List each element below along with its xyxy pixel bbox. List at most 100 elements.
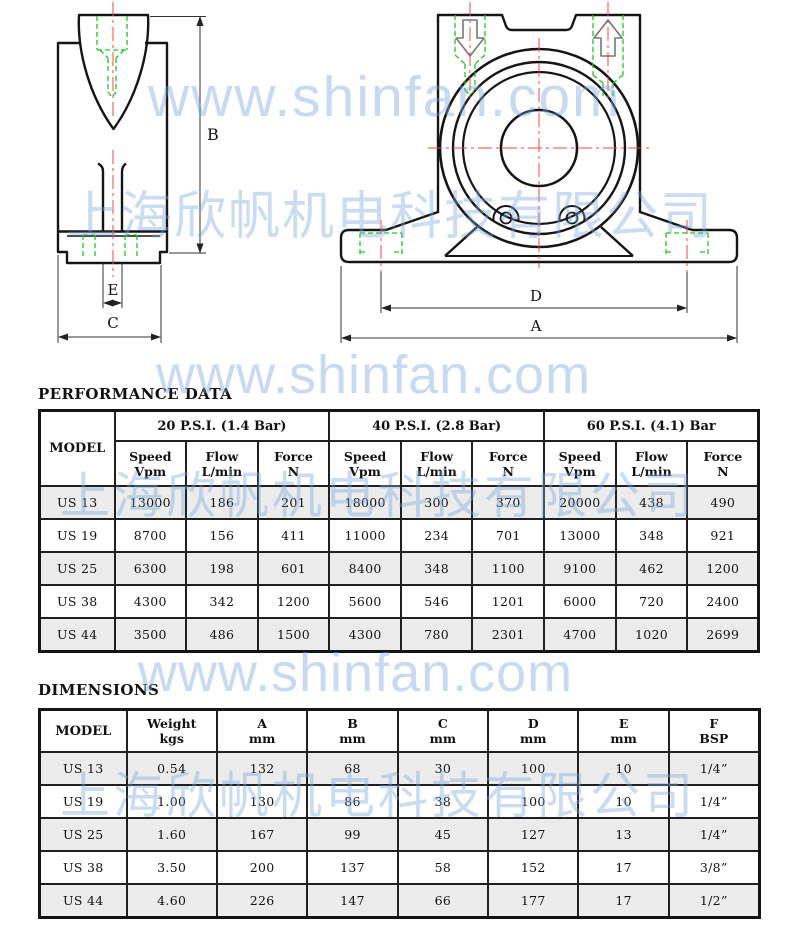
model-cell: US 38 — [38, 850, 128, 885]
value-cell: 1/4” — [667, 784, 761, 819]
value-cell: 438 — [614, 485, 689, 520]
value-cell: 1200 — [256, 584, 331, 619]
value-cell: 17 — [577, 850, 670, 885]
value-cell: 132 — [215, 751, 309, 786]
perf-subheader-flow: Flow L/min — [614, 440, 689, 487]
value-cell: 167 — [215, 817, 309, 852]
value-cell: 342 — [185, 584, 259, 619]
value-cell: 486 — [185, 617, 259, 653]
value-cell: 234 — [399, 518, 474, 553]
perf-group-40psi: 40 P.S.I. (2.8 Bar) — [328, 409, 546, 442]
value-cell: 4300 — [113, 584, 188, 619]
value-cell: 58 — [396, 850, 490, 885]
value-cell: 1/4” — [667, 751, 761, 786]
perf-subheader-speed: Speed Vpm — [113, 440, 188, 487]
value-cell: 348 — [399, 551, 474, 586]
dimension-label-d: D — [530, 287, 542, 305]
perf-row-us13: US 13 13000 186 201 18000 300 370 20000 … — [38, 485, 760, 520]
model-cell: US 13 — [38, 751, 128, 786]
perf-model-header: MODEL — [38, 409, 116, 487]
dims-row-us13: US 13 0.54 132 68 30 100 10 1/4” — [38, 751, 761, 786]
model-cell: US 25 — [38, 817, 128, 852]
model-cell: US 19 — [38, 784, 128, 819]
value-cell: 100 — [487, 784, 580, 819]
dimensions-heading: DIMENSIONS — [38, 681, 160, 699]
value-cell: 370 — [471, 485, 546, 520]
perf-subheader-flow: Flow L/min — [185, 440, 259, 487]
value-cell: 130 — [215, 784, 309, 819]
perf-row-us38: US 38 4300 342 1200 5600 546 1201 6000 7… — [38, 584, 760, 619]
value-cell: 38 — [396, 784, 490, 819]
value-cell: 3500 — [113, 617, 188, 653]
dimension-label-e: E — [108, 281, 119, 299]
perf-subheader-flow: Flow L/min — [399, 440, 474, 487]
perf-group-20psi: 20 P.S.I. (1.4 Bar) — [113, 409, 331, 442]
value-cell: 17 — [577, 883, 670, 919]
value-cell: 1201 — [471, 584, 546, 619]
value-cell: 66 — [396, 883, 490, 919]
value-cell: 226 — [215, 883, 309, 919]
value-cell: 99 — [306, 817, 399, 852]
value-cell: 720 — [614, 584, 689, 619]
dims-header-f: F BSP — [667, 708, 761, 753]
side-view-dim-ec — [57, 255, 162, 343]
value-cell: 1020 — [614, 617, 689, 653]
value-cell: 300 — [399, 485, 474, 520]
dims-header-weight: Weight kgs — [125, 708, 218, 753]
value-cell: 10 — [577, 784, 670, 819]
value-cell: 3.50 — [125, 850, 218, 885]
front-view-dim-d — [380, 272, 688, 313]
perf-row-us25: US 25 6300 198 601 8400 348 1100 9100 46… — [38, 551, 760, 586]
value-cell: 462 — [614, 551, 689, 586]
value-cell: 30 — [396, 751, 490, 786]
value-cell: 780 — [399, 617, 474, 653]
value-cell: 13000 — [543, 518, 617, 553]
value-cell: 6000 — [543, 584, 617, 619]
perf-subheader-speed: Speed Vpm — [328, 440, 402, 487]
side-view-drawing: B E C — [56, 2, 219, 343]
performance-table: MODEL 20 P.S.I. (1.4 Bar) 40 P.S.I. (2.8… — [38, 409, 761, 653]
model-cell: US 19 — [38, 518, 116, 553]
dims-row-us44: US 44 4.60 226 147 66 177 17 1/2” — [38, 883, 761, 919]
value-cell: 5600 — [328, 584, 402, 619]
value-cell: 8700 — [113, 518, 188, 553]
perf-group-60psi: 60 P.S.I. (4.1) Bar — [543, 409, 760, 442]
value-cell: 4300 — [328, 617, 402, 653]
value-cell: 411 — [256, 518, 331, 553]
value-cell: 137 — [306, 850, 399, 885]
model-cell: US 44 — [38, 617, 116, 653]
model-cell: US 38 — [38, 584, 116, 619]
value-cell: 68 — [306, 751, 399, 786]
front-view-body — [436, 13, 642, 213]
dimension-label-a: A — [530, 317, 542, 335]
value-cell: 86 — [306, 784, 399, 819]
value-cell: 1500 — [256, 617, 331, 653]
value-cell: 147 — [306, 883, 399, 919]
value-cell: 2301 — [471, 617, 546, 653]
value-cell: 13000 — [113, 485, 188, 520]
value-cell: 348 — [614, 518, 689, 553]
value-cell: 11000 — [328, 518, 402, 553]
value-cell: 546 — [399, 584, 474, 619]
value-cell: 1/2” — [667, 883, 761, 919]
value-cell: 0.54 — [125, 751, 218, 786]
value-cell: 1100 — [471, 551, 546, 586]
value-cell: 701 — [471, 518, 546, 553]
value-cell: 3/8” — [667, 850, 761, 885]
model-cell: US 44 — [38, 883, 128, 919]
value-cell: 127 — [487, 817, 580, 852]
model-cell: US 13 — [38, 485, 116, 520]
side-view-hidden-lines — [82, 16, 138, 257]
value-cell: 156 — [185, 518, 259, 553]
dims-model-header: MODEL — [38, 708, 128, 753]
front-view-drawing: D A — [339, 2, 739, 343]
dims-row-us19: US 19 1.00 130 86 38 100 10 1/4” — [38, 784, 761, 819]
value-cell: 200 — [215, 850, 309, 885]
front-view-centerlines — [380, 2, 688, 272]
